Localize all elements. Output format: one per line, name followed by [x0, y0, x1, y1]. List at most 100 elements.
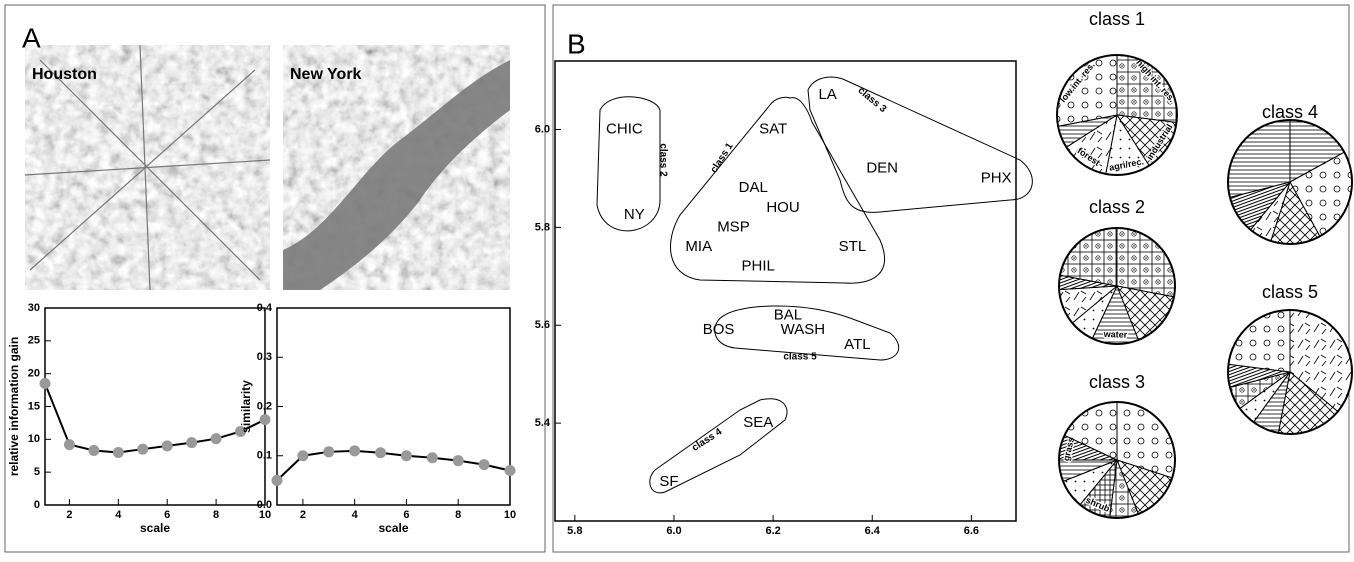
x-tick-label: 2	[300, 509, 306, 521]
class-outline	[669, 96, 886, 284]
plot-frame	[276, 307, 511, 506]
city-point: SF	[659, 473, 678, 490]
class-outline	[649, 398, 788, 494]
data-point	[323, 446, 335, 458]
data-point	[186, 437, 198, 449]
city-point: NY	[624, 206, 645, 223]
class-outlines	[596, 76, 1033, 494]
city-point: BOS	[703, 321, 735, 338]
pie-title: class 4	[1262, 102, 1318, 122]
city-point: LA	[818, 86, 836, 103]
city-point: MSP	[717, 218, 750, 235]
data-point	[349, 445, 361, 457]
pie-rim	[1058, 227, 1176, 345]
x-tick-label: 6	[403, 509, 409, 521]
city-point: SAT	[759, 120, 787, 137]
city-point: STL	[839, 238, 867, 255]
panel-label: A	[22, 22, 41, 53]
data-point	[235, 425, 247, 437]
city-point: ATL	[844, 336, 870, 353]
city-point: SEA	[743, 414, 773, 431]
pie-rim	[1058, 401, 1176, 519]
pie-title: class 3	[1089, 372, 1145, 392]
y-tick-label: 5.8	[535, 221, 550, 233]
y-axis-label: relative information gain	[7, 337, 21, 476]
series-line	[276, 449, 511, 482]
data-point	[210, 433, 222, 445]
data-point	[39, 378, 51, 390]
roads	[24, 44, 271, 291]
pie-rim	[1227, 309, 1353, 435]
x-tick-label: 8	[213, 509, 219, 521]
satellite-images	[24, 44, 510, 291]
y-tick-label: 6.0	[535, 123, 550, 135]
city-point: WASH	[781, 321, 825, 338]
x-tick-label: 6.4	[865, 525, 881, 537]
y-tick-label: 0.0	[257, 499, 272, 511]
panel-label: B	[567, 28, 586, 59]
class-outline	[596, 96, 661, 232]
data-point	[137, 443, 149, 455]
x-tick-label: 6	[164, 509, 170, 521]
x-tick-label: 6.6	[964, 525, 979, 537]
pie-rim	[1227, 119, 1353, 245]
image-title: Houston	[32, 66, 97, 83]
data-point	[297, 450, 309, 462]
panel-frame	[552, 4, 1350, 553]
city-point: MIA	[685, 238, 712, 255]
city-point: PHX	[981, 169, 1012, 186]
y-tick-label: 15	[28, 400, 40, 412]
river	[283, 60, 510, 290]
panel-frame	[4, 4, 546, 553]
pie-wedge	[1116, 227, 1176, 298]
y-tick-label: 30	[28, 302, 40, 314]
data-point	[161, 440, 173, 452]
y-tick-label: 0.2	[257, 400, 272, 412]
x-tick-label: 10	[259, 509, 271, 521]
class-label: class 4	[690, 426, 724, 454]
x-tick-label: 8	[455, 509, 461, 521]
x-axis-label: scale	[378, 521, 408, 535]
class-outline	[714, 305, 900, 361]
x-axis-label: scale	[140, 521, 170, 535]
y-tick-label: 5	[34, 466, 40, 478]
city-point: PHIL	[742, 258, 775, 275]
wedge-label: water	[1103, 329, 1128, 340]
data-point	[504, 465, 516, 477]
series-line	[44, 383, 266, 454]
pie-title: class 2	[1089, 197, 1145, 217]
city-point: DEN	[866, 160, 898, 177]
city-point: DAL	[739, 179, 768, 196]
data-point	[88, 444, 100, 456]
data-point	[259, 414, 271, 426]
y-tick-label: 25	[28, 335, 40, 347]
x-tick-label: 6.0	[666, 525, 681, 537]
data-point	[112, 446, 124, 458]
class-label: class 3	[856, 85, 889, 115]
class-label: class 5	[783, 352, 817, 363]
y-tick-label: 0.4	[257, 302, 273, 314]
city-point: CHIC	[606, 120, 643, 137]
plot-frame	[554, 60, 1017, 522]
y-tick-label: 0.3	[257, 351, 272, 363]
data-point	[426, 452, 438, 464]
class-label: class 2	[657, 143, 668, 177]
y-tick-label: 0.1	[257, 450, 272, 462]
y-tick-label: 5.6	[535, 319, 550, 331]
y-tick-label: 0	[34, 499, 40, 511]
y-tick-label: 10	[28, 433, 40, 445]
x-tick-label: 4	[352, 509, 359, 521]
data-point	[271, 474, 283, 486]
data-point	[63, 439, 75, 451]
pie-title: class 1	[1089, 9, 1145, 29]
city-point: HOU	[766, 199, 799, 216]
class-label: class 1	[709, 141, 736, 175]
data-point	[452, 455, 464, 467]
pie-title: class 5	[1262, 282, 1318, 302]
data-point	[400, 450, 412, 462]
x-tick-label: 6.2	[765, 525, 780, 537]
x-tick-label: 5.8	[567, 525, 582, 537]
pie-rim	[1056, 54, 1178, 176]
image-title: New York	[290, 66, 362, 83]
